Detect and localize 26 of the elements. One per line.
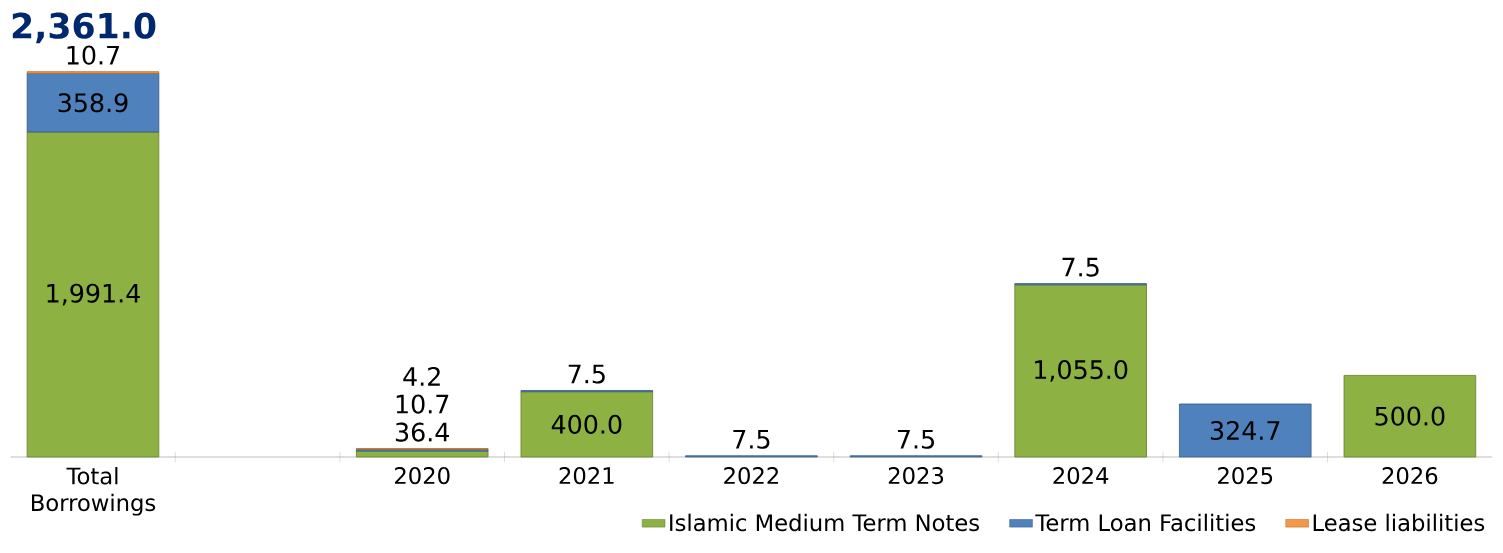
data-label: 400.0 xyxy=(551,414,622,434)
x-tick-label: 2022 xyxy=(724,467,778,485)
legend-label: Term Loan Facilities xyxy=(1035,513,1256,532)
x-tick-label: 2021 xyxy=(559,467,614,485)
data-label: 1,991.4 xyxy=(47,283,140,306)
data-label: 10.7 xyxy=(396,394,449,414)
x-tick-label: Total Borrowings xyxy=(31,467,156,516)
x-tick-label: 2023 xyxy=(888,467,944,485)
data-label: 7.5 xyxy=(897,430,934,449)
data-label: 500.0 xyxy=(1375,406,1445,426)
data-label: 4.2 xyxy=(403,366,440,386)
x-tick-label: 2026 xyxy=(1382,467,1438,485)
x-tick-label: 2024 xyxy=(1053,467,1109,485)
data-label: 1,055.0 xyxy=(1035,360,1128,382)
data-label: 10.7 xyxy=(67,45,120,65)
data-label: 7.5 xyxy=(568,364,605,384)
data-label: 358.9 xyxy=(58,93,128,113)
chart-title: 2,361.0 xyxy=(12,12,156,44)
x-tick-label: 2025 xyxy=(1218,467,1273,485)
data-label: 36.4 xyxy=(395,422,449,442)
data-label: 324.7 xyxy=(1210,420,1280,441)
legend-label: Islamic Medium Term Notes xyxy=(670,513,979,532)
data-label: 7.5 xyxy=(1062,257,1099,277)
legend-label: Lease liabilities xyxy=(1313,513,1485,532)
x-tick-label: 2020 xyxy=(395,467,450,485)
data-label: 7.5 xyxy=(733,430,770,449)
